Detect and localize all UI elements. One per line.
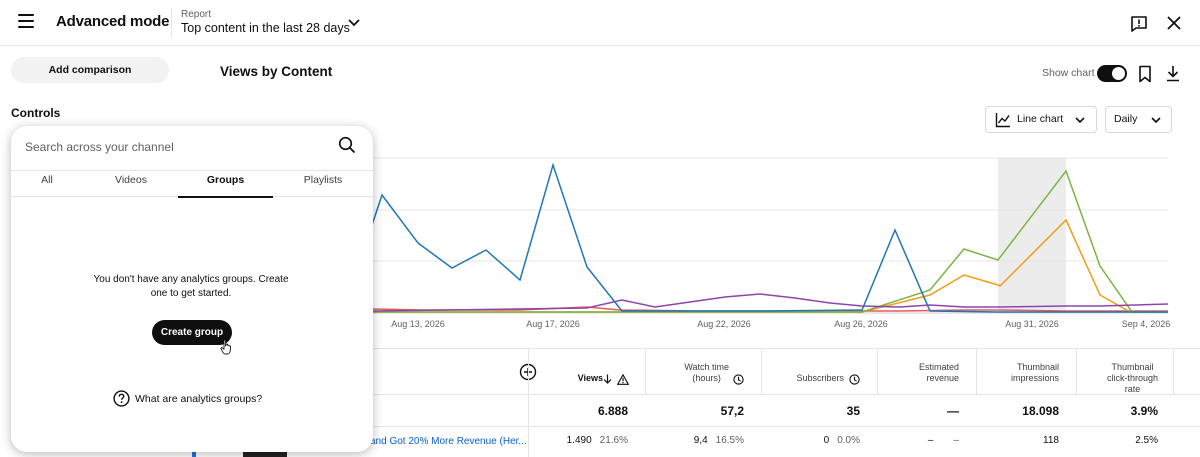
clock-icon <box>849 374 860 385</box>
row-ctr: 2.5% <box>1135 435 1158 446</box>
column-header-revenue[interactable]: Estimated revenue <box>877 348 976 394</box>
x-tick-label: Sep 4, 2026 <box>1122 319 1171 329</box>
line-chart: Aug 13, 2026 Aug 17, 2026 Aug 22, 2026 A… <box>371 157 1171 329</box>
x-tick-label: Aug 31, 2026 <box>1005 319 1059 329</box>
help-icon <box>113 390 130 407</box>
tab-videos[interactable]: Videos <box>115 174 147 186</box>
menu-icon[interactable] <box>18 14 34 28</box>
chevron-down-icon <box>1075 117 1085 124</box>
search-input[interactable] <box>25 137 325 157</box>
series-line-purple <box>371 293 1169 312</box>
column-label: Thumbnail click-through rate <box>1106 362 1158 394</box>
value: 1.490 <box>566 435 592 446</box>
x-tick-label: Aug 26, 2026 <box>834 319 888 329</box>
percent: 16.5% <box>715 435 744 446</box>
column-header-subscribers[interactable]: Subscribers <box>761 348 877 394</box>
row-revenue: – – <box>928 435 959 446</box>
controls-label: Controls <box>11 106 61 120</box>
add-comparison-button[interactable]: Add comparison <box>11 57 169 83</box>
line-chart-icon <box>995 113 1010 128</box>
video-thumbnail[interactable] <box>243 450 287 457</box>
total-impressions: 18.098 <box>1022 404 1059 418</box>
column-header-ctr[interactable]: Thumbnail click-through rate <box>1076 348 1173 394</box>
divider <box>372 348 1200 349</box>
download-icon[interactable] <box>1165 65 1181 83</box>
chart-type-dropdown[interactable]: Line chart <box>985 106 1097 133</box>
search-icon[interactable] <box>338 136 356 154</box>
report-selector[interactable]: Top content in the last 28 days <box>181 21 350 35</box>
column-header-views[interactable]: Views <box>528 348 645 394</box>
series-line-green <box>372 169 1168 313</box>
value: 9,4 <box>693 435 708 446</box>
feedback-icon[interactable] <box>1130 15 1148 33</box>
video-title-link[interactable]: and Got 20% More Revenue (Her... <box>370 436 527 447</box>
column-header-watch-time[interactable]: Watch time (hours) <box>645 348 761 394</box>
sort-arrow-down-icon <box>603 374 612 384</box>
tab-playlists[interactable]: Playlists <box>303 174 343 186</box>
close-icon[interactable] <box>1166 15 1182 31</box>
x-tick-label: Aug 22, 2026 <box>697 319 751 329</box>
column-label: Watch time (hours) <box>684 362 729 383</box>
chevron-down-icon[interactable] <box>346 14 362 30</box>
divider <box>528 394 529 457</box>
content-picker-panel: All Videos Groups Playlists You don't ha… <box>11 126 373 452</box>
percent: – <box>953 435 959 446</box>
percent: 21.6% <box>599 435 628 446</box>
chevron-down-icon <box>1151 117 1161 124</box>
total-subscribers: 35 <box>846 404 860 418</box>
warning-icon <box>617 374 629 385</box>
column-label: Views <box>577 373 603 383</box>
divider <box>171 8 172 38</box>
column-label: Estimated revenue <box>918 362 959 383</box>
total-views: 6.888 <box>597 404 628 418</box>
x-tick-label: Aug 17, 2026 <box>526 319 580 329</box>
chart-title: Views by Content <box>220 64 333 79</box>
granularity-dropdown[interactable]: Daily <box>1105 106 1172 133</box>
top-bar: Advanced mode Report Top content in the … <box>0 0 1200 46</box>
column-header-more <box>1173 348 1200 394</box>
create-group-button[interactable]: Create group <box>152 320 232 345</box>
value: – <box>927 435 934 446</box>
row-subscribers: 0 0.0% <box>824 435 860 446</box>
tab-groups[interactable]: Groups <box>178 171 273 198</box>
column-label: Subscribers <box>796 373 844 383</box>
clock-icon <box>733 374 744 385</box>
app-title: Advanced mode <box>56 13 170 30</box>
x-tick-label: Aug 13, 2026 <box>391 319 445 329</box>
highlight-region <box>998 158 1066 313</box>
column-header-impressions[interactable]: Thumbnail impressions <box>976 348 1076 394</box>
column-label: Thumbnail impressions <box>1010 362 1059 383</box>
value: 0 <box>823 435 830 446</box>
divider <box>372 426 1200 427</box>
empty-state-message: You don't have any analytics groups. Cre… <box>93 274 289 299</box>
chart-type-label: Line chart <box>1017 113 1064 125</box>
total-watch-time: 57,2 <box>720 404 744 418</box>
help-link-label: What are analytics groups? <box>135 393 263 405</box>
report-caption: Report <box>181 9 212 20</box>
divider <box>372 394 1200 395</box>
total-ctr: 3.9% <box>1130 404 1158 418</box>
granularity-label: Daily <box>1114 113 1138 125</box>
row-impressions: 118 <box>1043 435 1059 446</box>
hand-cursor-icon <box>220 339 231 355</box>
total-revenue: — <box>947 404 959 418</box>
row-watch-time: 9,4 16.5% <box>694 435 744 446</box>
row-views: 1.490 21.6% <box>567 435 628 446</box>
tab-bar: All Videos Groups Playlists <box>11 170 373 198</box>
series-line-blue <box>371 162 1168 313</box>
show-chart-toggle[interactable] <box>1097 65 1127 82</box>
bookmark-icon[interactable] <box>1137 65 1153 83</box>
percent: 0.0% <box>837 435 860 446</box>
tab-all[interactable]: All <box>41 174 53 186</box>
show-chart-label: Show chart <box>1042 67 1095 79</box>
